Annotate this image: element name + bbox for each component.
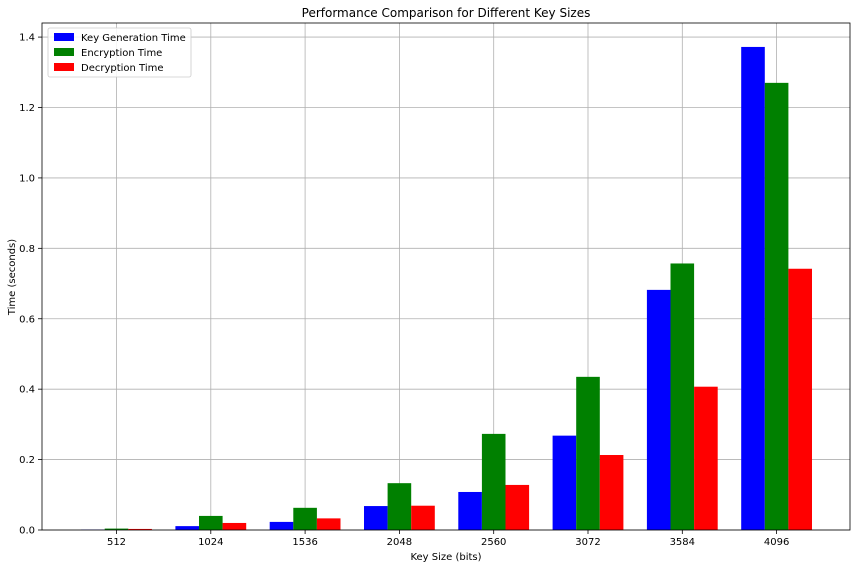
plot-area-frame — [41, 22, 851, 531]
x-axis-ticks: 512 1024 1536 2048 2560 3072 3584 4096 — [107, 530, 789, 548]
y-tick-label: 1.4 — [19, 33, 35, 44]
y-tick-label: 1.0 — [19, 173, 35, 184]
bar-decryption-time — [411, 505, 435, 530]
chart-title: Performance Comparison for Different Key… — [302, 6, 591, 20]
bar-decryption-time — [316, 518, 341, 530]
y-tick-label: 0.2 — [19, 455, 35, 466]
bar-key-generation-time — [552, 435, 577, 530]
x-axis-label: Key Size (bits) — [410, 552, 481, 563]
y-axis-label: Time (seconds) — [7, 239, 18, 316]
bar-encryption-time — [576, 376, 600, 530]
bar-decryption-time — [788, 268, 812, 530]
legend-swatch — [54, 48, 74, 56]
bar-key-generation-time — [269, 521, 294, 530]
legend-swatch — [54, 63, 74, 71]
bars — [81, 46, 812, 531]
x-tick-label: 3584 — [670, 537, 695, 548]
y-tick-label: 0.8 — [19, 244, 35, 255]
x-tick-label: 1024 — [198, 537, 223, 548]
legend-swatch — [54, 33, 74, 41]
legend: Key Generation Time Encryption Time Decryp… — [47, 27, 192, 78]
bar-encryption-time — [481, 433, 506, 530]
bar-decryption-time — [505, 484, 530, 530]
x-tick-label: 2048 — [387, 537, 412, 548]
legend-label: Encryption Time — [81, 48, 162, 59]
bar-decryption-time — [222, 522, 247, 530]
x-tick-label: 2560 — [481, 537, 506, 548]
bar-key-generation-time — [175, 526, 199, 530]
bar-decryption-time — [128, 528, 152, 530]
grid-lines — [42, 23, 850, 531]
y-tick-label: 0.6 — [19, 314, 35, 325]
bar-encryption-time — [764, 82, 789, 531]
legend-label: Key Generation Time — [81, 33, 186, 44]
x-tick-label: 4096 — [764, 537, 789, 548]
bar-key-generation-time — [741, 46, 765, 531]
bar-encryption-time — [199, 515, 223, 530]
bar-key-generation-time — [458, 491, 482, 530]
x-tick-label: 512 — [107, 537, 126, 548]
y-axis-ticks: 0.0 0.2 0.4 0.6 0.8 1.0 1.2 1.4 — [19, 33, 42, 537]
y-tick-label: 0.0 — [19, 526, 35, 537]
bar-encryption-time — [387, 483, 412, 530]
bar-key-generation-time — [646, 289, 671, 530]
legend-label: Decryption Time — [81, 63, 164, 74]
x-tick-label: 3072 — [575, 537, 600, 548]
bar-encryption-time — [670, 263, 695, 530]
x-tick-label: 1536 — [292, 537, 317, 548]
y-tick-label: 1.2 — [19, 103, 35, 114]
y-tick-label: 0.4 — [19, 385, 35, 396]
bar-decryption-time — [694, 386, 718, 530]
bar-decryption-time — [599, 455, 624, 530]
bar-encryption-time — [104, 528, 129, 530]
bar-key-generation-time — [364, 506, 388, 530]
bar-encryption-time — [293, 507, 317, 530]
legend-box — [47, 27, 192, 78]
